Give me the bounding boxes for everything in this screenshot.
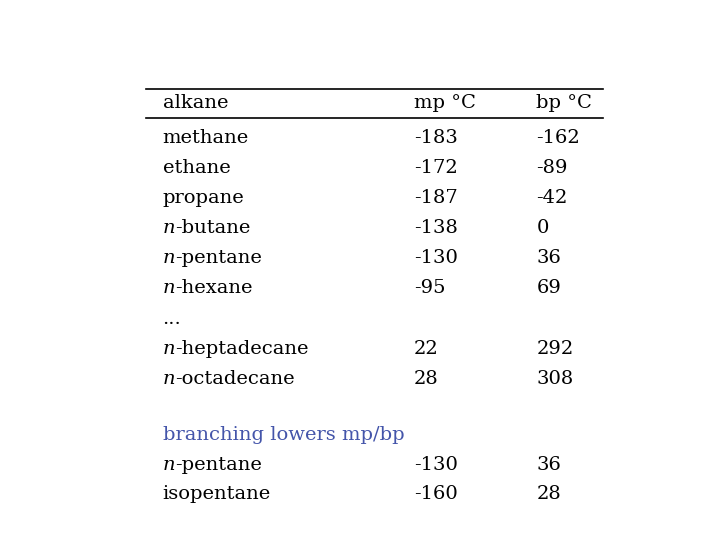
- Text: -octadecane: -octadecane: [175, 370, 294, 388]
- Text: n: n: [163, 340, 175, 359]
- Text: -heptadecane: -heptadecane: [175, 340, 308, 359]
- Text: 28: 28: [536, 485, 561, 503]
- Text: n: n: [163, 456, 175, 474]
- Text: -pentane: -pentane: [175, 249, 261, 267]
- Text: 28: 28: [413, 370, 438, 388]
- Text: 22: 22: [413, 340, 438, 359]
- Text: 0: 0: [536, 219, 549, 237]
- Text: -89: -89: [536, 159, 568, 177]
- Text: isopentane: isopentane: [163, 485, 271, 503]
- Text: bp °C: bp °C: [536, 94, 593, 112]
- Text: 69: 69: [536, 279, 562, 297]
- Text: ...: ...: [163, 310, 181, 328]
- Text: 292: 292: [536, 340, 574, 359]
- Text: n: n: [163, 219, 175, 237]
- Text: -187: -187: [413, 189, 457, 207]
- Text: -pentane: -pentane: [175, 456, 261, 474]
- Text: branching lowers mp/bp: branching lowers mp/bp: [163, 426, 404, 444]
- Text: 36: 36: [536, 249, 562, 267]
- Text: -130: -130: [413, 456, 457, 474]
- Text: mp °C: mp °C: [413, 94, 475, 112]
- Text: -138: -138: [413, 219, 457, 237]
- Text: n: n: [163, 249, 175, 267]
- Text: n: n: [163, 370, 175, 388]
- Text: propane: propane: [163, 189, 244, 207]
- Text: -hexane: -hexane: [175, 279, 252, 297]
- Text: -95: -95: [413, 279, 445, 297]
- Text: -42: -42: [536, 189, 568, 207]
- Text: -160: -160: [413, 485, 457, 503]
- Text: -172: -172: [413, 159, 457, 177]
- Text: alkane: alkane: [163, 94, 228, 112]
- Text: 36: 36: [536, 456, 562, 474]
- Text: -162: -162: [536, 129, 580, 147]
- Text: n: n: [163, 279, 175, 297]
- Text: -183: -183: [413, 129, 457, 147]
- Text: methane: methane: [163, 129, 249, 147]
- Text: 308: 308: [536, 370, 574, 388]
- Text: -butane: -butane: [175, 219, 250, 237]
- Text: ethane: ethane: [163, 159, 230, 177]
- Text: -130: -130: [413, 249, 457, 267]
